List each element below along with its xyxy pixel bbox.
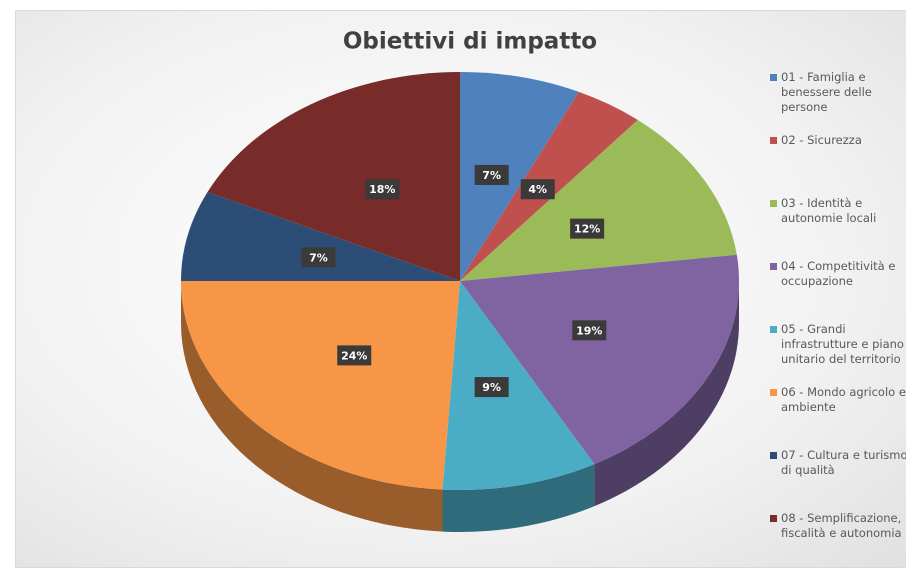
legend-label: 01 - Famiglia e benessere delle persone [781, 70, 872, 114]
legend-label: 02 - Sicurezza [781, 133, 862, 147]
pie-tops [181, 72, 739, 490]
legend-swatch [770, 326, 777, 333]
slice-side [442, 464, 595, 532]
legend-item: 04 - Competitività e occupazione [770, 259, 906, 289]
slice [442, 281, 595, 490]
chart-title: Obiettivi di impatto [343, 29, 597, 55]
legend-label: 06 - Mondo agricolo e ambiente [781, 385, 906, 414]
legend-label: 03 - Identità e autonomie locali [781, 196, 877, 225]
data-label-box [520, 179, 555, 200]
legend-swatch [770, 515, 777, 522]
data-label: 12% [574, 223, 600, 236]
data-label: 18% [369, 183, 395, 196]
legend-label: 04 - Competitività e occupazione [781, 259, 896, 288]
legend-item: 08 - Semplificazione, fiscalità e autono… [770, 511, 906, 541]
slice [181, 192, 460, 281]
legend-swatch [770, 200, 777, 207]
data-label: 24% [341, 349, 367, 362]
slice [181, 281, 460, 490]
data-label: 4% [528, 183, 547, 196]
legend-swatch [770, 137, 777, 144]
data-label-box [301, 247, 336, 268]
legend-item: 03 - Identità e autonomie locali [770, 196, 906, 226]
slice [460, 254, 739, 465]
legend-label: 07 - Cultura e turismo di qualità [781, 448, 906, 477]
data-labels: 7% 4% 12% 19% 9% 24% 7% 18% [301, 164, 607, 398]
legend-item: 05 - Grandi infrastrutture e piano unita… [770, 322, 906, 367]
legend-item: 06 - Mondo agricolo e ambiente [770, 385, 906, 415]
slice-side [181, 281, 443, 532]
legend-swatch [770, 389, 777, 396]
slice-side [594, 281, 739, 507]
legend-label: 05 - Grandi infrastrutture e piano unita… [781, 322, 904, 366]
data-label: 9% [482, 381, 501, 394]
legend-swatch [770, 452, 777, 459]
data-label: 7% [482, 169, 501, 182]
legend-item: 07 - Cultura e turismo di qualità [770, 448, 906, 478]
legend-item: 01 - Famiglia e benessere delle persone [770, 70, 906, 115]
data-label: 7% [309, 251, 328, 264]
legend-swatch [770, 74, 777, 81]
pie-sides [181, 281, 739, 532]
data-label-box [570, 218, 605, 239]
data-label: 19% [576, 324, 602, 337]
data-label-box [337, 345, 372, 366]
legend-swatch [770, 263, 777, 270]
slice [207, 72, 460, 281]
legend-item: 02 - Sicurezza [770, 133, 906, 148]
slice [460, 119, 737, 281]
data-label-box [572, 320, 607, 341]
data-label-box [365, 179, 400, 200]
data-label-box [474, 377, 509, 398]
legend-label: 08 - Semplificazione, fiscalità e autono… [781, 511, 902, 540]
slice [460, 72, 579, 281]
data-label-box [474, 164, 509, 185]
